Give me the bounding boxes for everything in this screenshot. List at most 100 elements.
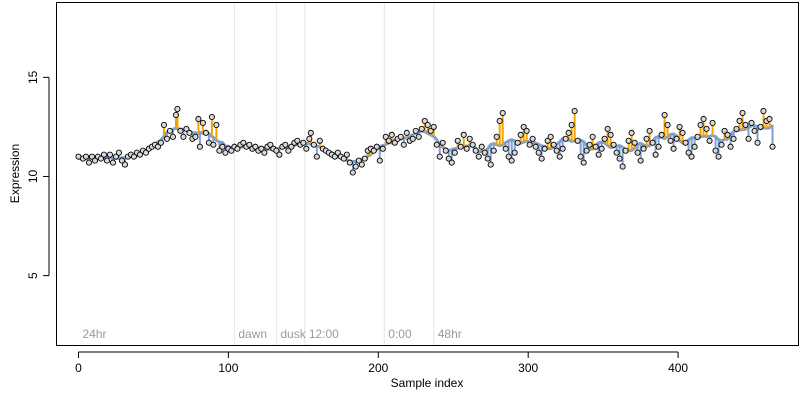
data-point-233 xyxy=(769,143,776,150)
data-point-200 xyxy=(670,145,677,152)
y-axis: 5 10 15 xyxy=(26,70,50,279)
data-point-79 xyxy=(307,129,314,136)
data-point-32 xyxy=(172,111,179,119)
data-point-72 xyxy=(288,143,295,150)
data-point-211 xyxy=(703,125,710,132)
data-point-179 xyxy=(607,131,614,138)
data-point-18 xyxy=(130,153,137,160)
data-point-120 xyxy=(430,123,437,130)
data-point-146 xyxy=(508,157,515,164)
data-point-8 xyxy=(100,151,108,158)
data-point-111 xyxy=(403,129,410,136)
data-point-155 xyxy=(535,149,542,156)
data-point-129 xyxy=(457,143,464,150)
data-point-12 xyxy=(112,153,120,160)
data-point-101 xyxy=(373,143,380,150)
data-point-104 xyxy=(382,133,389,140)
data-point-29 xyxy=(163,135,170,142)
data-point-110 xyxy=(400,141,407,148)
data-point-173 xyxy=(589,133,596,140)
data-point-68 xyxy=(276,151,283,158)
data-point-54 xyxy=(234,145,241,152)
data-point-136 xyxy=(478,143,485,150)
data-point-40 xyxy=(195,115,202,123)
data-point-47 xyxy=(213,121,220,128)
phase-label-5: 48hr xyxy=(438,327,462,341)
data-point-221 xyxy=(733,125,740,132)
data-point-139 xyxy=(487,161,494,168)
data-point-197 xyxy=(661,111,668,119)
data-point-164 xyxy=(562,135,569,142)
data-point-203 xyxy=(679,129,686,136)
x-axis: 0 100 200 300 400 xyxy=(75,351,688,375)
data-point-48 xyxy=(216,147,223,154)
data-point-138 xyxy=(484,155,491,162)
data-point-14 xyxy=(118,157,126,164)
data-point-220 xyxy=(730,135,737,142)
data-point-177 xyxy=(601,135,608,142)
data-point-30 xyxy=(166,127,173,134)
data-point-185 xyxy=(625,137,632,144)
data-point-126 xyxy=(448,159,455,166)
data-point-131 xyxy=(463,145,470,152)
y-tick-label-2: 15 xyxy=(26,70,40,84)
data-point-88 xyxy=(334,149,341,156)
data-point-186 xyxy=(628,129,635,136)
data-point-36 xyxy=(183,125,190,132)
data-point-115 xyxy=(415,133,422,140)
data-point-82 xyxy=(316,137,323,144)
data-point-31 xyxy=(169,133,176,140)
data-point-123 xyxy=(439,139,446,146)
data-point-229 xyxy=(757,123,764,130)
data-point-119 xyxy=(427,127,434,134)
data-point-116 xyxy=(418,125,425,132)
data-point-142 xyxy=(496,117,503,125)
data-point-169 xyxy=(577,153,584,160)
data-point-9 xyxy=(103,157,111,164)
data-point-96 xyxy=(358,161,365,168)
data-point-207 xyxy=(691,143,698,150)
data-point-174 xyxy=(592,143,599,150)
data-point-147 xyxy=(511,149,518,156)
data-point-183 xyxy=(619,163,626,170)
data-point-199 xyxy=(667,137,674,144)
data-point-10 xyxy=(106,151,114,158)
data-point-70 xyxy=(282,141,289,148)
y-tick-label-1: 10 xyxy=(26,169,40,183)
data-point-171 xyxy=(583,147,590,154)
data-point-121 xyxy=(433,141,440,148)
data-point-202 xyxy=(676,123,683,130)
data-point-175 xyxy=(595,151,602,158)
data-point-140 xyxy=(490,147,497,154)
data-point-198 xyxy=(664,121,671,128)
data-point-208 xyxy=(694,133,701,140)
y-axis-title: Expression xyxy=(8,144,22,203)
data-point-26 xyxy=(154,143,161,150)
data-point-105 xyxy=(385,137,392,144)
phase-label-2: dusk xyxy=(280,327,306,341)
data-point-163 xyxy=(559,145,566,152)
data-point-35 xyxy=(180,133,187,140)
data-point-118 xyxy=(424,121,431,128)
data-point-165 xyxy=(565,129,572,136)
data-point-33 xyxy=(174,106,181,113)
data-point-189 xyxy=(637,157,644,164)
data-point-152 xyxy=(526,141,533,148)
data-point-109 xyxy=(397,133,404,140)
data-point-22 xyxy=(142,149,149,156)
data-points xyxy=(75,106,776,176)
y-tick-label-0: 5 xyxy=(26,272,40,279)
data-point-218 xyxy=(724,131,731,138)
data-point-219 xyxy=(727,143,734,150)
data-point-153 xyxy=(529,135,536,142)
data-point-60 xyxy=(252,143,259,150)
data-point-56 xyxy=(240,139,247,146)
data-point-212 xyxy=(706,137,713,144)
data-point-230 xyxy=(760,107,767,115)
data-point-34 xyxy=(177,127,184,134)
data-point-213 xyxy=(709,119,716,126)
data-point-127 xyxy=(451,149,458,156)
phase-label-0: 24hr xyxy=(82,327,106,341)
data-point-223 xyxy=(739,109,746,117)
